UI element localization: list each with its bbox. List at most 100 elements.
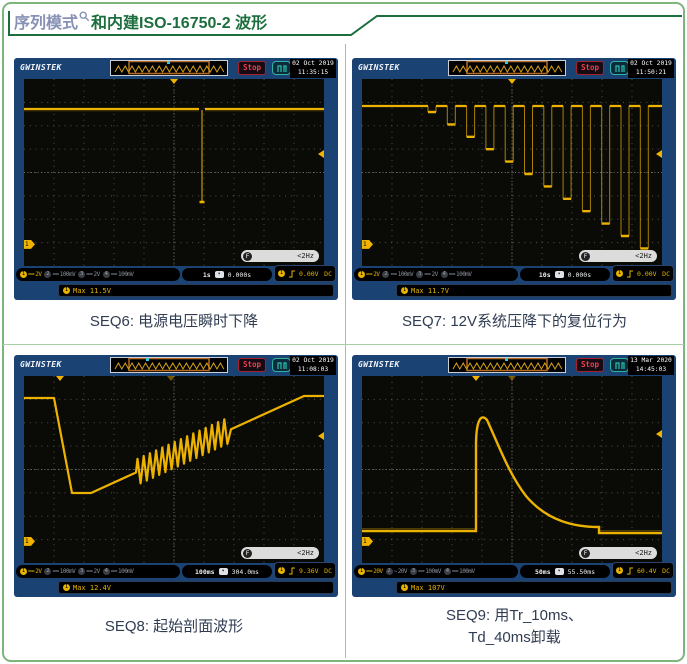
channel-settings: 1==2V 2==100mV 3==2V 4==100mV (354, 268, 518, 281)
status-bar: 1==2V 2==100mV 3==2V 4==100mV 10s▾0.000s… (354, 268, 674, 281)
h-offset: 304.0ms (232, 568, 259, 576)
trigger-position-marker (508, 79, 516, 84)
trigger-coupling: DC (324, 567, 332, 575)
channel-4-setting: 4==100mV (441, 271, 472, 278)
trigger-slope-icon (626, 567, 634, 575)
stop-badge: Stop (576, 61, 604, 75)
measurement-bar: 1Max 107V (396, 581, 672, 594)
date: 02 Oct 2019 (290, 356, 336, 365)
trigger-box: 1 0.00V DC (274, 265, 336, 282)
channel-1-setting: 1==20V (358, 568, 383, 575)
app-icon (272, 358, 291, 372)
freq-badge: F (581, 549, 590, 558)
time: 11:50:21 (628, 68, 674, 77)
status-bar: 1==2V 2==100mV 3==2V 4==100mV 100ms▾304.… (16, 565, 336, 578)
trigger-box: 1 0.00V DC (612, 265, 674, 282)
waveform-preview (110, 60, 228, 76)
app-icon (610, 358, 629, 372)
channel-settings: 1==2V 2==100mV 3==2V 4==100mV (16, 268, 180, 281)
caption-seq6: SEQ6: 电源电压瞬时下降 (3, 300, 345, 344)
frequency-counter: F <2Hz (579, 250, 657, 262)
stop-badge: Stop (238, 358, 266, 372)
datetime: 02 Oct 201911:50:21 (628, 59, 674, 78)
date: 13 Mar 2020 (628, 356, 674, 365)
timebase-box: 100ms ▾ 304.0ms (182, 565, 272, 578)
status-bar: 1==2V 2==100mV 3==2V 4==100mV 1s▾0.000s … (16, 268, 336, 281)
freq-value: <2Hz (635, 252, 652, 260)
h-position-icon: ▾ (219, 568, 228, 575)
channel-4-setting: 4==100mV (103, 568, 134, 575)
trigger-channel: 1 (616, 270, 623, 277)
channel-3-setting: 3==100mV (410, 568, 441, 575)
waveform-plot (24, 79, 324, 266)
date: 02 Oct 2019 (628, 59, 674, 68)
datetime: 02 Oct 201911:35:15 (290, 59, 336, 78)
date: 02 Oct 2019 (290, 59, 336, 68)
channel-2-setting: 2==100mV (44, 271, 75, 278)
caption-text: SEQ8: 起始剖面波形 (3, 616, 345, 638)
measurement-value: Max 11.5V (73, 287, 111, 295)
caption-seq7: SEQ7: 12V系统压降下的复位行为 (345, 300, 684, 344)
caption-seq9: SEQ9: 用Tr_10ms、Td_40ms卸载 (345, 598, 684, 656)
app-icon (272, 61, 291, 75)
trigger-box: 160.4VDC (612, 562, 674, 579)
expansion-marker (508, 376, 516, 381)
magnifier-icon[interactable] (79, 9, 90, 27)
gwinstek-logo: GWINSTEK (358, 63, 400, 72)
trigger-level: 0.00V (637, 270, 657, 278)
datetime: 13 Mar 202014:45:03 (628, 356, 674, 375)
trigger-slope-icon (626, 270, 634, 278)
channel-3-setting: 3==2V (416, 271, 437, 278)
measurement-bar: 1Max 11.5V (58, 284, 334, 297)
channel-2-setting: 2~20V (386, 568, 407, 575)
trigger-coupling: DC (662, 567, 670, 575)
trigger-coupling: DC (662, 270, 670, 278)
trigger-level-marker (656, 150, 662, 158)
scope-screenshot-seq8: GWINSTEK Stop 02 Oct 201911:08:03 1 F<2H… (14, 355, 338, 597)
gwinstek-logo: GWINSTEK (20, 360, 62, 369)
title-prefix: 序列模式 (14, 15, 78, 32)
trigger-position-marker (472, 376, 480, 381)
timebase-box: 10s▾0.000s (520, 268, 610, 281)
status-bar: 1==20V 2~20V 3==100mV 4==100mV 50ms▾55.5… (354, 565, 674, 578)
timebase: 100ms (195, 568, 215, 576)
measurement-value: Max 11.7V (411, 287, 449, 295)
app-icon (610, 61, 629, 75)
trigger-slope-icon (288, 567, 296, 575)
graticule: 1 F<2Hz (362, 79, 662, 266)
trigger-coupling: DC (324, 270, 332, 278)
measurement-bar: 1Max 12.4V (58, 581, 334, 594)
freq-value: <2Hz (297, 549, 314, 557)
scope-screenshot-seq7: GWINSTEK Stop 02 Oct 201911:50:21 1 F <2H… (352, 58, 676, 300)
timebase-box: 1s▾0.000s (182, 268, 272, 281)
trigger-level-marker (318, 432, 324, 440)
h-offset: 55.50ms (568, 568, 595, 576)
timebase: 50ms (535, 568, 551, 576)
timebase-box: 50ms▾55.50ms (520, 565, 610, 578)
stop-badge: Stop (238, 61, 266, 75)
trigger-level-marker (318, 150, 324, 158)
freq-badge: F (581, 252, 590, 261)
h-offset: 0.000s (568, 271, 591, 279)
trigger-level: 0.00V (299, 270, 319, 278)
freq-value: <2Hz (297, 252, 314, 260)
row-divider (3, 344, 684, 345)
trigger-level: 9.36V (299, 567, 319, 575)
channel-4-setting: 4==100mV (103, 271, 134, 278)
time: 11:35:15 (290, 68, 336, 77)
column-divider (345, 44, 346, 658)
time: 11:08:03 (290, 365, 336, 374)
gwinstek-logo: GWINSTEK (20, 63, 62, 72)
waveform-plot (362, 376, 662, 563)
trigger-channel: 1 (278, 270, 285, 277)
channel-3-setting: 3==2V (78, 568, 99, 575)
h-offset: 0.000s (228, 271, 251, 279)
frequency-counter: F<2Hz (241, 547, 319, 559)
trigger-position-marker (170, 79, 178, 84)
waveform-preview (110, 357, 228, 373)
caption-seq8: SEQ8: 起始剖面波形 (3, 598, 345, 656)
channel-1-setting: 1==2V (20, 568, 41, 575)
title-main: 和内建ISO-16750-2 波形 (91, 15, 267, 32)
trigger-channel: 1 (278, 567, 285, 574)
measurement-bar: 1Max 11.7V (396, 284, 672, 297)
